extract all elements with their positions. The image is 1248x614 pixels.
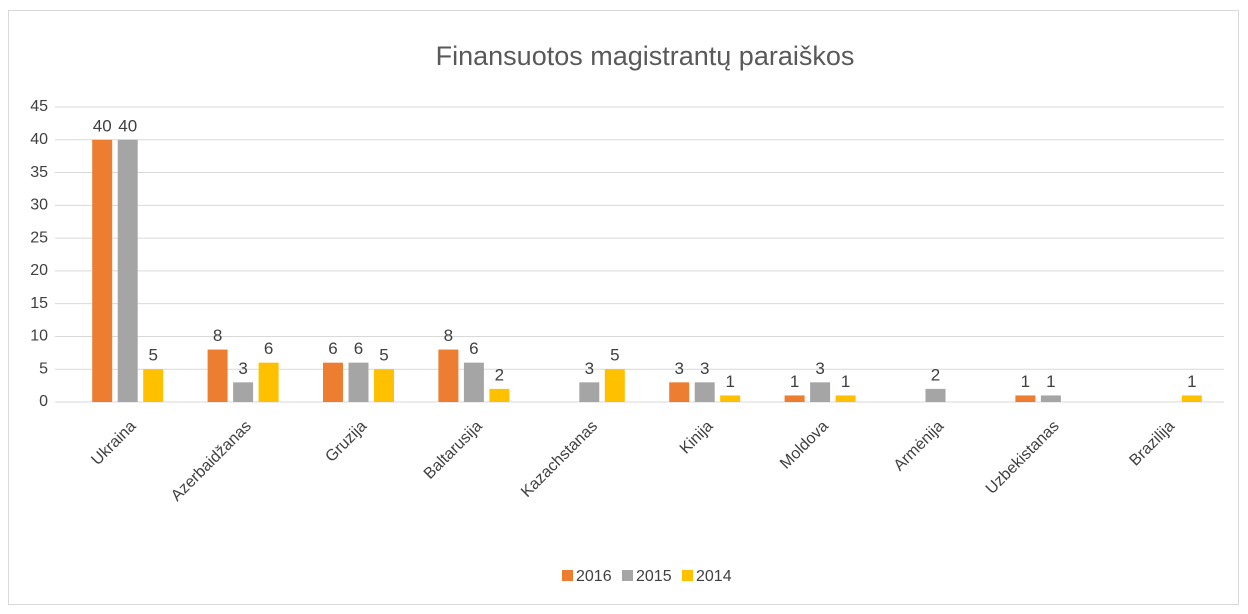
- value-label: 1: [1021, 372, 1030, 391]
- y-tick-label: 15: [30, 295, 48, 312]
- chart-border: [8, 10, 1239, 605]
- y-tick-label: 30: [30, 197, 48, 214]
- value-label: 1: [841, 372, 850, 391]
- value-label: 3: [674, 359, 683, 378]
- bar: [323, 362, 343, 402]
- value-label: 1: [1046, 372, 1055, 391]
- bar: [579, 382, 600, 402]
- value-label: 3: [238, 359, 247, 378]
- value-label: 8: [213, 326, 222, 345]
- value-label: 5: [379, 346, 388, 365]
- value-label: 6: [469, 339, 478, 358]
- legend-swatch: [562, 570, 573, 581]
- bar: [1015, 395, 1036, 402]
- y-tick-label: 5: [39, 360, 48, 377]
- bar: [1040, 395, 1061, 402]
- value-label: 3: [700, 359, 709, 378]
- y-tick-label: 40: [30, 131, 48, 148]
- value-label: 6: [354, 339, 363, 358]
- value-label: 40: [93, 116, 112, 135]
- y-tick-label: 0: [39, 393, 48, 410]
- chart-title: Finansuotos magistrantų paraiškos: [436, 41, 855, 71]
- bar: [117, 139, 138, 402]
- legend-label: 2016: [576, 568, 612, 585]
- value-label: 6: [328, 339, 337, 358]
- bar: [374, 369, 394, 402]
- bar: [233, 382, 254, 402]
- value-label: 1: [725, 372, 734, 391]
- bar: [604, 369, 625, 402]
- value-label: 2: [495, 365, 504, 384]
- bar: [694, 382, 715, 402]
- bar: [92, 139, 113, 402]
- bar: [489, 388, 510, 402]
- legend-label: 2015: [636, 568, 672, 585]
- value-label: 8: [444, 326, 453, 345]
- bar: [143, 369, 164, 402]
- value-label: 40: [118, 116, 137, 135]
- value-label: 2: [931, 365, 940, 384]
- bar: [348, 362, 369, 402]
- bar: [207, 349, 228, 402]
- bar: [669, 382, 690, 402]
- bar: [784, 395, 805, 402]
- y-tick-label: 20: [30, 262, 48, 279]
- y-tick-label: 45: [30, 98, 48, 115]
- value-label: 5: [148, 346, 157, 365]
- value-label: 1: [790, 372, 799, 391]
- y-tick-label: 25: [30, 229, 48, 246]
- legend-label: 2014: [696, 568, 732, 585]
- value-label: 5: [610, 346, 619, 365]
- bar: [258, 362, 279, 402]
- bar: [925, 388, 946, 402]
- legend-swatch: [682, 570, 693, 581]
- y-tick-label: 10: [30, 328, 48, 345]
- bar: [835, 395, 856, 402]
- value-label: 3: [815, 359, 824, 378]
- legend-swatch: [622, 570, 633, 581]
- bar: [463, 362, 484, 402]
- value-label: 6: [264, 339, 273, 358]
- value-label: 3: [585, 359, 594, 378]
- bar: [810, 382, 831, 402]
- value-label: 1: [1187, 372, 1196, 391]
- bar: [720, 395, 741, 402]
- bar: [1181, 395, 1202, 402]
- bar: [438, 349, 459, 402]
- y-tick-label: 35: [30, 164, 48, 181]
